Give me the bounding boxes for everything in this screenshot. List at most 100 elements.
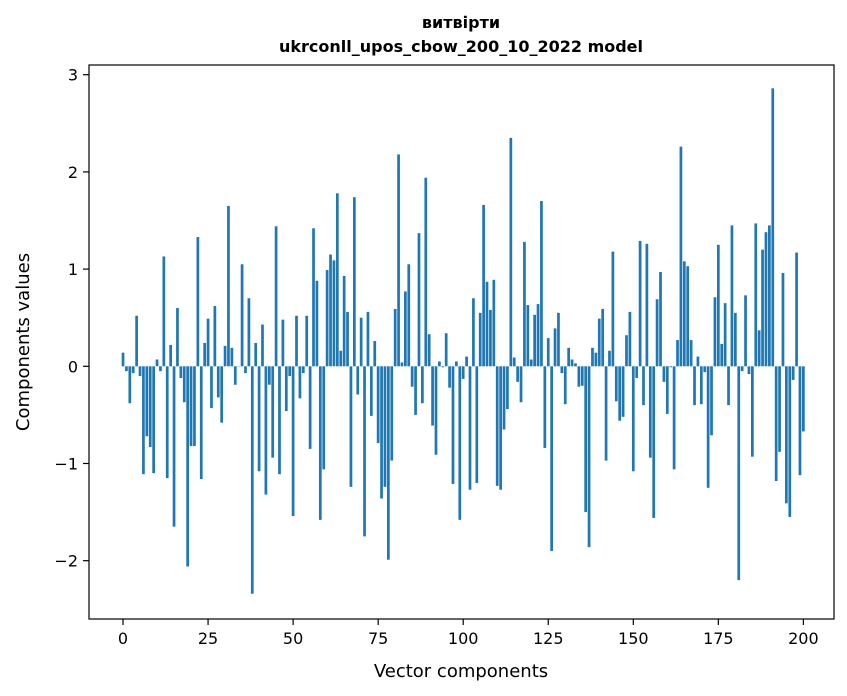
bar-117 (519, 366, 523, 403)
x-tick-label: 175 (703, 629, 734, 648)
x-axis-title: Vector components (374, 661, 548, 682)
bar-114 (509, 137, 513, 367)
bar-191 (771, 88, 775, 367)
bar-73 (369, 366, 373, 416)
bar-39 (254, 342, 258, 367)
bar-186 (754, 223, 758, 367)
bar-40 (257, 366, 261, 472)
bar-145 (614, 366, 618, 402)
bar-35 (240, 264, 244, 367)
bar-9 (152, 366, 155, 474)
bar-170 (699, 366, 703, 405)
bar-141 (601, 308, 605, 367)
bar-47 (281, 319, 285, 367)
bar-180 (733, 312, 737, 367)
bar-148 (625, 335, 628, 367)
bar-36 (244, 366, 247, 374)
bar-70 (359, 317, 363, 367)
bar-65 (342, 275, 346, 367)
bar-112 (502, 366, 506, 430)
bar-67 (349, 366, 353, 487)
bar-23 (199, 366, 203, 480)
bar-41 (261, 324, 264, 367)
bar-92 (434, 366, 438, 455)
bar-6 (142, 366, 145, 475)
bar-15 (172, 366, 176, 527)
bar-177 (723, 303, 727, 367)
bar-111 (499, 366, 502, 490)
bar-77 (383, 366, 387, 487)
bar-12 (162, 256, 166, 367)
bar-110 (495, 366, 499, 486)
bar-130 (563, 366, 567, 405)
bar-62 (332, 260, 336, 367)
bar-161 (669, 366, 673, 368)
bar-91 (431, 366, 434, 426)
bar-179 (730, 225, 734, 367)
bar-188 (761, 249, 764, 367)
bar-163 (676, 340, 679, 367)
bar-147 (621, 366, 625, 417)
bar-184 (747, 366, 751, 375)
bar-164 (679, 146, 683, 367)
bar-162 (672, 366, 676, 470)
bar-84 (407, 264, 411, 367)
y-tick-label: 2 (68, 163, 78, 182)
bar-80 (393, 308, 397, 367)
bar-22 (196, 237, 200, 367)
bar-172 (706, 366, 710, 488)
bar-21 (193, 366, 196, 446)
bar-50 (291, 366, 295, 516)
bar-104 (475, 366, 479, 483)
bar-144 (611, 251, 615, 367)
y-tick-label: 0 (68, 357, 78, 376)
bar-29 (220, 366, 224, 423)
bar-76 (380, 366, 383, 499)
bar-14 (169, 344, 172, 367)
bar-94 (441, 366, 445, 368)
bar-53 (301, 366, 305, 374)
bar-7 (145, 366, 149, 437)
bar-181 (737, 366, 741, 581)
bar-107 (485, 281, 489, 367)
bar-153 (642, 366, 645, 406)
bar-26 (210, 366, 213, 409)
bar-124 (543, 366, 547, 448)
x-tick-label: 50 (283, 629, 303, 648)
bar-52 (298, 366, 302, 399)
bar-89 (424, 177, 428, 367)
bar-168 (693, 366, 696, 406)
bar-165 (682, 261, 686, 367)
bar-38 (250, 366, 254, 594)
bar-51 (295, 315, 298, 367)
bar-175 (716, 244, 720, 367)
bar-187 (757, 330, 761, 367)
bar-122 (536, 304, 540, 367)
bar-63 (335, 193, 339, 367)
bar-2 (128, 366, 132, 404)
bar-30 (223, 345, 227, 367)
x-tick-label: 25 (198, 629, 218, 648)
bar-143 (608, 350, 611, 367)
bar-74 (373, 341, 377, 367)
bar-156 (652, 366, 656, 518)
bar-182 (740, 366, 744, 372)
bar-155 (648, 366, 652, 458)
bar-119 (526, 305, 530, 367)
bar-135 (580, 366, 584, 386)
bar-68 (352, 197, 356, 367)
bar-196 (788, 366, 792, 517)
bar-88 (421, 366, 424, 404)
bar-78 (387, 366, 390, 560)
y-axis-ticks: −2 −1 0 1 2 3 (54, 66, 89, 571)
bar-176 (720, 343, 724, 367)
bar-105 (478, 312, 482, 367)
x-tick-label: 100 (448, 629, 479, 648)
y-axis-title: Components values (13, 253, 34, 431)
bar-113 (506, 366, 509, 410)
bar-4 (135, 315, 138, 367)
bar-13 (165, 366, 169, 479)
bar-152 (638, 240, 642, 367)
bar-83 (404, 291, 407, 367)
bar-158 (659, 272, 662, 367)
